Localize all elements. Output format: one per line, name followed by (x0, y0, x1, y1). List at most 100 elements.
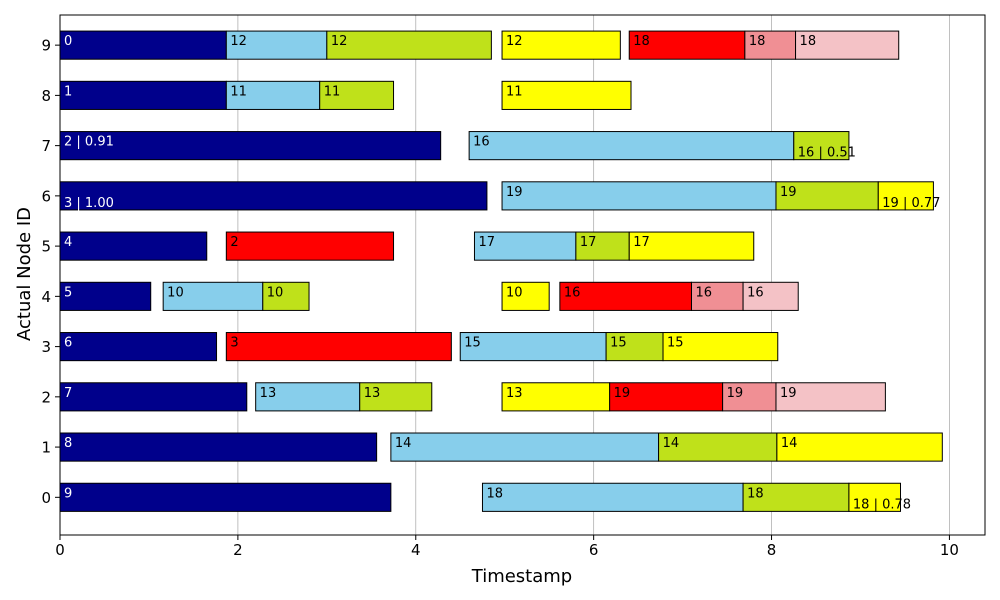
task-label: 16 (695, 285, 712, 300)
task-label: 16 (564, 285, 581, 300)
task-bar (575, 231, 630, 261)
y-tick-label: 4 (41, 288, 51, 306)
x-tick-label: 4 (411, 541, 421, 559)
task-label: 19 (506, 185, 523, 200)
x-axis-label: Timestamp (471, 566, 572, 587)
task-bar (59, 432, 378, 462)
y-tick-label: 6 (41, 187, 51, 205)
task-label: 10 (267, 285, 284, 300)
task-label: 16 (473, 135, 490, 150)
task-bar (59, 80, 227, 110)
task-bar (59, 181, 488, 211)
task-label: 19 (614, 386, 631, 401)
task-bar (877, 181, 934, 211)
task-bar (775, 382, 886, 412)
task-bar (473, 231, 577, 261)
task-bar (59, 482, 392, 512)
node-row-5: 4 2 17 17 17 (59, 231, 755, 261)
y-axis-label: Actual Node ID (14, 207, 35, 341)
task-bar (225, 231, 395, 261)
task-bar (262, 281, 310, 311)
task-label: 12 (506, 34, 523, 49)
task-bar (162, 281, 264, 311)
task-label: 10 (506, 285, 523, 300)
y-tick-label: 3 (41, 338, 51, 356)
task-label: 2 (230, 235, 238, 250)
task-label: 19 (780, 386, 797, 401)
task-bar (481, 482, 744, 512)
task-bar (59, 382, 248, 412)
task-label: 18 (486, 486, 503, 501)
task-label: 5 (64, 285, 72, 300)
task-label: 11 (324, 84, 341, 99)
task-bar (225, 30, 328, 60)
task-bar (359, 382, 433, 412)
x-tick-label: 6 (589, 541, 599, 559)
task-label: 19 (780, 185, 797, 200)
task-label: 6 (64, 336, 72, 351)
task-label: 7 (64, 386, 72, 401)
task-label: 18 (800, 34, 817, 49)
x-tick-label: 2 (233, 541, 243, 559)
task-bar (742, 482, 850, 512)
task-label: 2 | 0.91 (64, 135, 114, 150)
task-label: 8 (64, 436, 72, 451)
task-bar (722, 382, 777, 412)
task-bar (459, 332, 607, 362)
task-label: 15 (667, 336, 684, 351)
task-bar (225, 80, 321, 110)
task-label: 15 (610, 336, 627, 351)
task-label: 18 (747, 486, 764, 501)
task-bar (848, 482, 902, 512)
task-label: 12 (230, 34, 247, 49)
task-bar (390, 432, 660, 462)
task-label: 18 (749, 34, 766, 49)
y-axis-ticks: 0 1 2 3 4 5 6 7 8 9 (41, 37, 60, 507)
y-tick-label: 0 (41, 489, 51, 507)
x-tick-label: 8 (767, 541, 777, 559)
task-bar (326, 30, 492, 60)
node-row-7: 2 | 0.91 16 16 | 0.51 (59, 131, 856, 161)
task-bar (225, 332, 452, 362)
task-bar (501, 30, 621, 60)
task-bar (501, 80, 632, 110)
x-tick-label: 0 (55, 541, 65, 559)
task-bar (662, 332, 779, 362)
task-bar (319, 80, 395, 110)
y-tick-label: 5 (41, 238, 51, 256)
task-label: 15 (464, 336, 481, 351)
task-label: 16 | 0.51 (798, 146, 856, 161)
task-bar (501, 281, 550, 311)
task-label: 1 (64, 84, 72, 99)
task-bar (59, 231, 208, 261)
task-label: 17 (633, 235, 650, 250)
node-row-8: 1 11 11 11 (59, 80, 632, 110)
task-label: 13 (364, 386, 381, 401)
y-tick-label: 7 (41, 137, 51, 155)
task-label: 3 | 1.00 (64, 196, 114, 211)
task-label: 14 (395, 436, 412, 451)
task-bar (628, 231, 755, 261)
node-row-9: 0 12 12 12 18 18 18 (59, 30, 900, 60)
node-row-6: 3 | 1.00 19 19 19 | 0.77 (59, 181, 940, 211)
task-bar (609, 382, 724, 412)
y-tick-label: 2 (41, 388, 51, 406)
x-tick-label: 10 (940, 541, 959, 559)
task-label: 11 (230, 84, 247, 99)
task-bar (501, 382, 611, 412)
task-bar (468, 131, 795, 161)
x-axis-ticks: 0 2 4 6 8 10 (55, 535, 959, 559)
task-bar (59, 332, 218, 362)
task-bar (628, 30, 746, 60)
y-tick-label: 9 (41, 37, 51, 55)
task-label: 4 (64, 235, 72, 250)
task-bar (744, 30, 797, 60)
task-bar (59, 131, 442, 161)
task-bar (775, 181, 879, 211)
task-label: 17 (478, 235, 495, 250)
task-label: 13 (260, 386, 277, 401)
task-bar (795, 30, 900, 60)
task-label: 19 (727, 386, 744, 401)
task-label: 18 | 0.78 (853, 497, 911, 512)
